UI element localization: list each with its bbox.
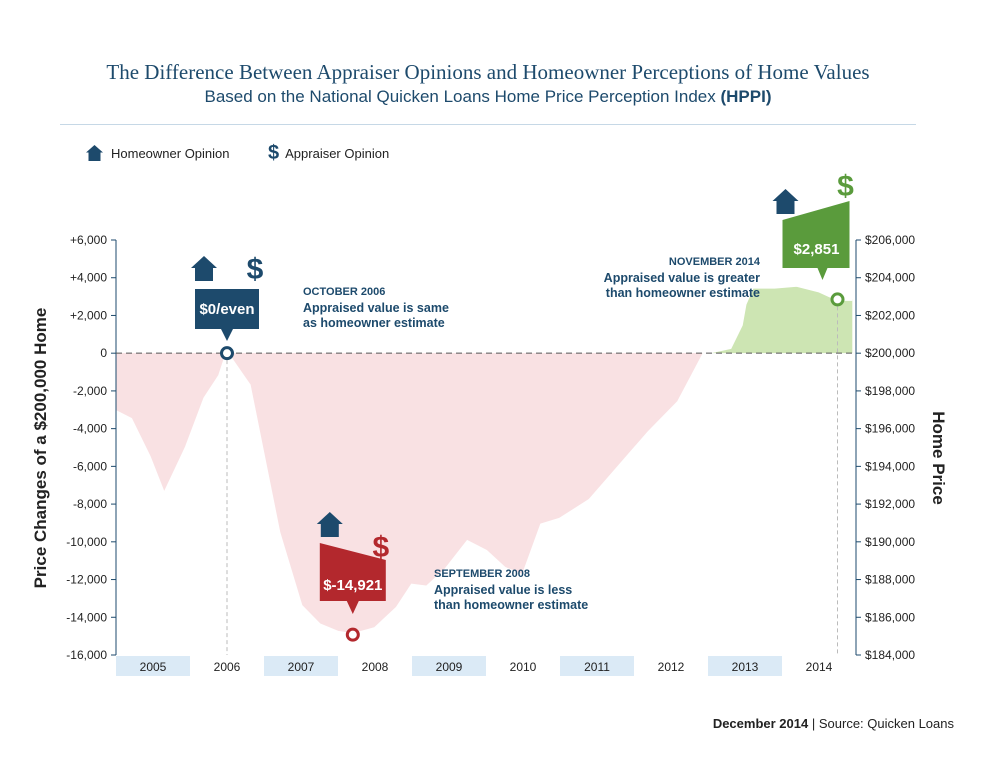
annotation-1-point — [345, 627, 360, 642]
y-tick-label: -6,000 — [73, 459, 107, 473]
annotation-2-badge-box — [782, 201, 850, 280]
x-tick-label-2009: 2009 — [436, 660, 463, 674]
y2-tick-label: $204,000 — [865, 271, 915, 285]
x-tick-label-2011: 2011 — [584, 660, 610, 674]
x-tick-label-2006: 2006 — [214, 660, 241, 674]
year-bands: 2005 2006 2007 2008 2009 2010 2011 2012 2013 2014 — [116, 656, 833, 676]
annotation-1-date: SEPTEMBER 2008 — [434, 568, 530, 580]
x-tick-label-2012: 2012 — [658, 660, 685, 674]
y2-tick-label: $184,000 — [865, 648, 915, 662]
y-tick-label: +6,000 — [70, 233, 107, 247]
annotation-0-badge-box — [195, 289, 259, 341]
footer-separator: | — [811, 716, 816, 731]
year-band-2011 — [560, 656, 634, 676]
footer-source: Source: Quicken Loans — [818, 716, 954, 731]
annotation-0-date: OCTOBER 2006 — [303, 286, 385, 298]
annotation-0-badge: $0/even — [199, 301, 254, 318]
y-tick-label: +2,000 — [70, 308, 107, 322]
series-line — [115, 283, 853, 637]
dollar-icon: $ — [268, 141, 280, 164]
title-divider — [60, 124, 916, 125]
annotation-0-line1: Appraised value is same — [303, 301, 449, 315]
y2-tick-label: $190,000 — [865, 535, 915, 549]
annotation-0-house-icon — [191, 256, 217, 281]
annotation-2-date: NOVEMBER 2014 — [669, 256, 761, 268]
annotation-1-dollar-icon: $ — [372, 531, 389, 564]
y-tick-label: -8,000 — [73, 497, 107, 511]
x-tick-label-2008: 2008 — [362, 660, 389, 674]
axes: +6,000 $206,000 +4,000 $204,000 +2,000 $202,0… — [66, 233, 915, 662]
y-tick-label: -10,000 — [66, 535, 107, 549]
annotations: $0/even $ OCTOBER 2006 Appraised value is s… — [191, 170, 854, 655]
negative-area — [116, 353, 853, 635]
annotation-1-badge: $-14,921 — [323, 577, 382, 594]
subtitle-main: Based on the National Quicken Loans Home… — [204, 87, 716, 106]
year-band-2007 — [264, 656, 338, 676]
x-tick-label-2010: 2010 — [510, 660, 537, 674]
legend-homeowner: Homeowner Opinion — [86, 142, 230, 164]
annotation-1-house-icon — [316, 512, 343, 537]
y2-tick-label: $192,000 — [865, 497, 915, 511]
year-band-2005 — [116, 656, 190, 676]
annotation-2-house-icon — [772, 189, 799, 214]
x-tick-label-2007: 2007 — [288, 660, 315, 674]
house-icon — [86, 145, 103, 161]
annotation-1-badge-box — [319, 543, 386, 614]
annotation-2-line2: than homeowner estimate — [606, 286, 760, 300]
chart-subtitle: Based on the National Quicken Loans Home… — [0, 87, 976, 107]
y-tick-label: -12,000 — [66, 573, 107, 587]
footer: December 2014 | Source: Quicken Loans — [713, 716, 954, 731]
chart-title: The Difference Between Appraiser Opinion… — [106, 60, 870, 84]
y2-tick-label: $200,000 — [865, 346, 915, 360]
annotation-0-line2: as homeowner estimate — [303, 316, 445, 330]
annotation-1-line1: Appraised value is less — [434, 583, 572, 597]
positive-area — [116, 285, 853, 354]
y2-tick-label: $194,000 — [865, 459, 915, 473]
annotation-2-badge: $2,851 — [794, 241, 840, 258]
legend-appraiser-label: Appraiser Opinion — [285, 145, 390, 161]
hppi-chart: 2005 2006 2007 2008 2009 2010 2011 2012 2013 2014… — [31, 170, 948, 676]
y2-tick-label: $198,000 — [865, 384, 915, 398]
y2-tick-label: $196,000 — [865, 422, 915, 436]
subtitle-bold: (HPPI) — [720, 87, 772, 106]
footer-date: December 2014 — [712, 716, 809, 731]
legend-appraiser: $ Appraiser Opinion — [268, 142, 389, 164]
year-band-2009 — [412, 656, 486, 676]
y2-tick-label: $202,000 — [865, 308, 915, 322]
annotation-2-line1: Appraised value is greater — [604, 271, 760, 285]
y-tick-label: +4,000 — [70, 271, 107, 285]
y2-tick-label: $186,000 — [865, 610, 915, 624]
year-band-2013 — [708, 656, 782, 676]
y-tick-label: -16,000 — [66, 648, 107, 662]
y-tick-label: -2,000 — [73, 384, 107, 398]
annotation-0-dollar-icon: $ — [247, 253, 264, 286]
annotation-2-point — [830, 292, 845, 307]
y2-axis-title: Home Price — [929, 411, 948, 505]
y-tick-label: 0 — [100, 346, 107, 360]
x-tick-label-2013: 2013 — [732, 660, 759, 674]
y2-tick-label: $188,000 — [865, 573, 915, 587]
legend-homeowner-label: Homeowner Opinion — [111, 145, 230, 161]
x-tick-label-2014: 2014 — [806, 660, 833, 674]
y2-tick-label: $206,000 — [865, 233, 915, 247]
annotation-1-line2: than homeowner estimate — [434, 598, 588, 612]
annotation-0-point — [220, 346, 234, 361]
y-axis-title: Price Changes of a $200,000 Home — [31, 308, 50, 589]
y-tick-label: -14,000 — [66, 610, 107, 624]
y-tick-label: -4,000 — [73, 422, 107, 436]
annotation-2-dollar-icon: $ — [837, 170, 854, 203]
area-series — [115, 283, 853, 637]
x-tick-label-2005: 2005 — [140, 660, 167, 674]
